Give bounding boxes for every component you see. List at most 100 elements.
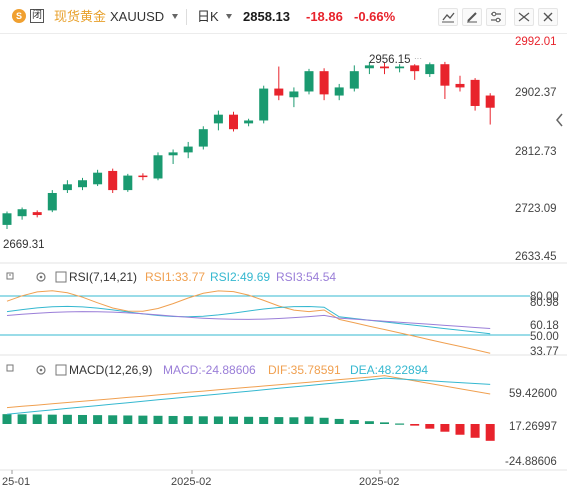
candle-body[interactable] [274,88,284,96]
candle-body[interactable] [198,129,208,147]
macd-bar [304,416,314,424]
x-axis-label: 2025-02 [359,476,399,488]
macd-bar [123,415,133,424]
candlestick-chart[interactable]: 2992.01 2902.37 2812.73 2723.09 2633.45 … [0,34,567,491]
macd-bar [62,414,72,424]
collapse-pane-icon[interactable] [6,272,14,280]
macd-bar [138,415,148,424]
candle-body[interactable] [123,175,133,191]
macd-bar [319,417,329,424]
macd-bar [364,421,374,424]
candle-body[interactable] [334,87,344,96]
candle-body[interactable] [410,65,420,72]
indicator-box-icon[interactable] [55,271,67,283]
candle-body[interactable] [108,170,118,191]
symbol-code[interactable]: XAUUSD [110,9,165,24]
symbol-chevron-down-icon[interactable] [172,14,178,19]
candle-body[interactable] [138,175,148,178]
rsi3-line [6,311,491,329]
candle-body[interactable] [259,88,269,121]
close-button[interactable] [538,8,558,26]
toolbar-header: S 闭 现货黄金 XAUUSD 日K 2858.13 -18.86 -0.66% [0,0,567,34]
candle-body[interactable] [47,192,57,211]
candle-body[interactable] [17,209,27,217]
close-icon [543,12,553,22]
rsi1-line [6,290,491,354]
candle-body[interactable] [244,120,254,124]
pencil-icon [467,12,477,23]
indicator-button[interactable] [438,8,458,26]
settings-button[interactable] [486,8,506,26]
x-axis-label: 2025-02 [171,476,211,488]
collapse-arrow-icon[interactable] [556,113,563,127]
macd-bar [289,417,299,424]
candle-body[interactable] [455,83,465,88]
candle-body[interactable] [395,66,405,69]
rsi-axis-label: 60.18 [530,320,559,332]
candle-body[interactable] [2,213,12,225]
candle-body[interactable] [93,172,103,185]
macd-title[interactable]: MACD(12,26,9) [69,363,152,377]
macd-value: MACD:-24.88606 [163,363,256,377]
candle-body[interactable] [485,95,495,108]
candle-body[interactable] [168,152,178,156]
macd-bar [2,414,12,424]
dea-line [6,377,491,415]
candle-body[interactable] [78,180,87,188]
high-marker: ··· [414,54,422,63]
indicator-box-icon[interactable] [55,364,67,376]
settings-icon-center [39,368,43,372]
brand-logo-icon: S [12,9,26,23]
candles-group [2,61,495,229]
candle-body[interactable] [183,146,193,153]
candle-body[interactable] [32,212,42,216]
candle-body[interactable] [380,66,389,69]
candle-body[interactable] [364,65,374,69]
period-chevron-down-icon[interactable] [226,14,232,19]
draw-tool-button[interactable] [462,8,482,26]
rsi-title[interactable]: RSI(7,14,21) [69,270,137,284]
x-axis-label: 25-01 [2,476,30,488]
candle-body[interactable] [319,71,329,95]
macd-bar [244,416,254,424]
line-chart-icon [442,12,455,23]
price-change: -18.86 [306,9,343,24]
collapse-pane-icon[interactable] [6,364,14,372]
close-market-icon[interactable]: 闭 [30,9,44,23]
macd-bar [259,416,269,424]
macd-histogram [2,414,495,441]
fullscreen-button[interactable] [514,8,534,26]
divider [186,9,187,25]
macd-bar [108,415,118,424]
candle-body[interactable] [470,79,480,106]
macd-bar [229,416,238,424]
candle-body[interactable] [153,155,163,179]
settings-icon[interactable] [36,365,46,375]
rsi2-value: RSI2:49.69 [210,270,270,284]
macd-bar [334,418,344,424]
candle-body[interactable] [425,64,435,75]
symbol-name-cn[interactable]: 现货黄金 [54,9,107,24]
period-selector[interactable]: 日K [197,9,219,24]
rsi-axis-label: 33.77 [530,346,559,358]
candle-body[interactable] [229,114,238,130]
macd-bar [349,420,359,424]
dea-value: DEA:48.22894 [350,363,428,377]
settings-icon[interactable] [36,272,46,282]
price-change-percent: -0.66% [354,9,396,24]
candle-body[interactable] [440,64,450,86]
candle-body[interactable] [289,91,299,98]
rsi3-value: RSI3:54.54 [276,270,336,284]
macd-bar [455,424,465,435]
macd-bar [78,414,87,424]
macd-bar [485,424,495,441]
rsi-axis-label: 80.00 [530,291,559,303]
last-price: 2858.13 [243,9,290,24]
candle-body[interactable] [349,71,359,89]
candle-body[interactable] [213,114,223,124]
macd-bar [32,414,42,424]
expand-icon [518,12,530,22]
low-price-annotation: 2669.31 [3,239,45,251]
candle-body[interactable] [62,184,72,191]
candle-body[interactable] [304,71,314,92]
